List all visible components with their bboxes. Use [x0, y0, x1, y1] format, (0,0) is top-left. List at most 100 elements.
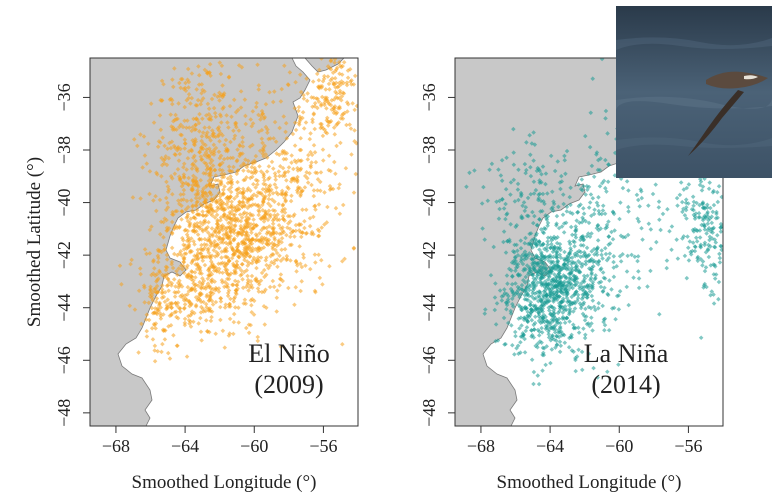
- location-point: [581, 279, 587, 285]
- location-point: [554, 297, 560, 302]
- location-point: [169, 312, 174, 318]
- location-point: [254, 279, 260, 284]
- location-point: [600, 303, 605, 309]
- location-point: [564, 290, 569, 295]
- location-point: [345, 68, 351, 73]
- location-point: [253, 223, 258, 229]
- location-point: [265, 130, 270, 135]
- location-point: [571, 309, 576, 314]
- location-point: [227, 316, 233, 322]
- location-point: [186, 313, 191, 319]
- location-point: [575, 292, 581, 298]
- axes-la-nina: −68 −64 −60 −56 −36 −38 −40 −42 −44 −46 −48: [419, 83, 702, 456]
- location-point: [262, 114, 268, 120]
- location-point: [581, 326, 586, 331]
- location-point: [602, 322, 608, 328]
- location-point: [311, 214, 316, 220]
- location-point: [535, 280, 540, 285]
- location-point: [276, 238, 282, 243]
- location-point: [286, 221, 291, 226]
- location-point: [590, 284, 595, 290]
- location-point: [566, 345, 572, 350]
- location-point: [535, 373, 541, 378]
- location-point: [190, 125, 195, 130]
- location-point: [561, 256, 567, 262]
- location-point: [496, 167, 501, 172]
- x-tick-label: −56: [674, 436, 702, 456]
- location-point: [581, 300, 587, 305]
- location-point: [579, 281, 584, 286]
- location-point: [172, 290, 177, 295]
- location-point: [160, 341, 165, 347]
- location-point: [220, 83, 225, 88]
- location-point: [292, 302, 297, 307]
- location-point: [512, 329, 518, 335]
- y-tick-label: −44: [419, 294, 439, 322]
- location-point: [702, 268, 708, 274]
- x-tick-label: −56: [309, 436, 337, 456]
- location-point: [520, 334, 525, 339]
- location-point: [505, 297, 511, 302]
- location-point: [190, 286, 195, 291]
- location-point: [549, 347, 555, 352]
- location-point: [539, 325, 544, 331]
- location-point: [171, 333, 176, 338]
- location-point: [574, 354, 580, 359]
- location-point: [282, 210, 288, 215]
- location-point: [282, 151, 288, 156]
- location-point: [240, 277, 245, 282]
- location-point: [551, 297, 556, 303]
- y-tick-label: −48: [419, 399, 439, 427]
- location-point: [488, 273, 494, 278]
- y-tick-label: −46: [54, 346, 74, 374]
- location-point: [549, 304, 554, 310]
- location-point: [208, 278, 214, 283]
- location-point: [259, 270, 265, 276]
- location-point: [519, 282, 525, 288]
- location-point: [557, 349, 563, 355]
- location-point: [212, 279, 217, 284]
- location-point: [561, 306, 566, 312]
- south-america-land: [90, 58, 311, 426]
- location-point: [530, 308, 535, 314]
- location-point: [324, 220, 330, 225]
- location-point: [508, 286, 514, 292]
- location-point: [300, 110, 306, 115]
- panel-el-nino: −68 −64 −60 −56 −36 −38 −40 −42 −44 −46 −48 El Niñ…: [54, 57, 359, 456]
- location-point: [148, 284, 153, 290]
- location-point: [547, 308, 552, 313]
- location-point: [253, 104, 259, 110]
- location-point: [294, 269, 299, 274]
- location-point: [149, 326, 155, 331]
- location-point: [590, 328, 595, 333]
- location-point: [592, 276, 598, 282]
- location-point: [208, 286, 214, 291]
- location-point: [698, 335, 704, 341]
- location-point: [590, 298, 596, 303]
- location-point: [552, 272, 557, 277]
- location-point: [246, 330, 252, 336]
- y-tick-label: −36: [54, 83, 74, 111]
- location-point: [193, 275, 198, 280]
- shearwater-bird-photo: [616, 6, 772, 178]
- location-point: [293, 258, 299, 264]
- location-point: [512, 352, 517, 357]
- location-point: [208, 318, 214, 324]
- location-point: [264, 262, 269, 268]
- location-point: [503, 187, 509, 192]
- location-point: [493, 281, 498, 286]
- location-point: [214, 269, 220, 274]
- location-point: [270, 99, 276, 105]
- location-point: [501, 315, 507, 321]
- location-point: [303, 263, 308, 268]
- location-point: [301, 255, 306, 260]
- location-point: [505, 281, 510, 286]
- location-point: [611, 274, 617, 280]
- location-point: [189, 260, 194, 266]
- location-point: [250, 121, 256, 126]
- location-point: [700, 259, 706, 264]
- location-point: [540, 274, 545, 279]
- location-point: [560, 310, 566, 315]
- location-point: [215, 94, 220, 100]
- location-point: [287, 214, 293, 219]
